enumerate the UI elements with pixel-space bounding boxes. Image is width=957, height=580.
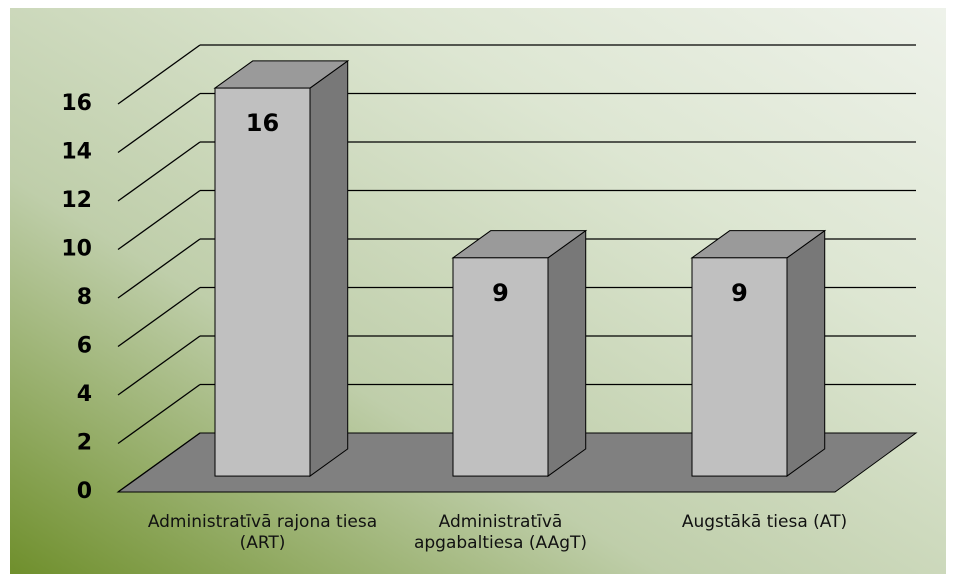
y-tick-label: 10 [61, 237, 92, 262]
y-tick-label: 8 [77, 285, 92, 310]
grid-line [117, 141, 201, 202]
y-tick-label: 6 [77, 334, 92, 359]
grid-line [117, 238, 201, 299]
y-tick-label: 16 [61, 91, 92, 116]
data-label: 9 [731, 279, 748, 307]
y-tick-label: 0 [77, 479, 92, 504]
x-tick-label: Augstākā tiesa (AT) [681, 512, 848, 532]
bar-side [547, 229, 587, 478]
bar [691, 257, 788, 477]
y-tick-label: 12 [61, 188, 92, 213]
grid-line [117, 189, 201, 251]
grid-line [117, 432, 201, 493]
bar [214, 87, 311, 477]
bar-side [786, 229, 826, 478]
data-label: 16 [246, 109, 279, 137]
y-tick-label: 14 [61, 140, 92, 165]
bar-side [309, 59, 349, 478]
x-tick-label: Administratīvā rajona tiesa (ART) [147, 512, 378, 553]
grid-line [117, 335, 201, 396]
x-tick-label: Administratīvā apgabaltiesa (AAgT) [413, 512, 588, 553]
bar [452, 257, 549, 477]
y-tick-label: 2 [77, 431, 92, 456]
y-tick-label: 4 [77, 382, 92, 407]
data-label: 9 [492, 279, 509, 307]
grid-line [117, 383, 201, 445]
grid-line [117, 286, 201, 348]
grid-line [117, 92, 201, 154]
grid-line [117, 44, 201, 105]
